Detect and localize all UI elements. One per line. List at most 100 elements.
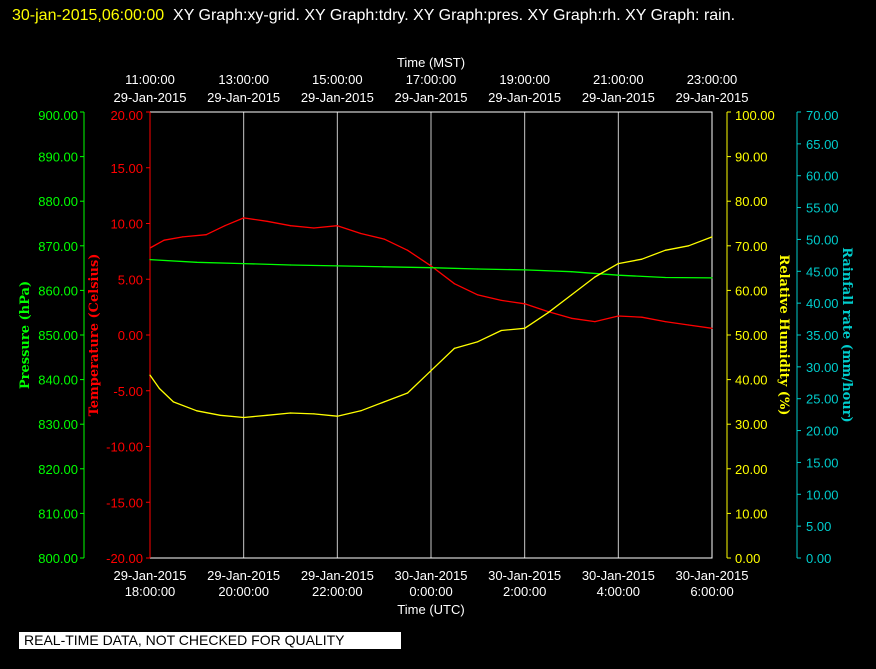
temperature-tick-label: 20.00 — [110, 108, 143, 123]
humidity-data-point — [641, 258, 643, 260]
x-top-tick-time: 15:00:00 — [312, 72, 363, 87]
pressure-axis-title: Pressure (hPa) — [18, 281, 33, 389]
rain-tick-label: 60.00 — [806, 169, 839, 184]
humidity-data-point — [617, 263, 619, 265]
humidity-tick-label: 80.00 — [735, 194, 768, 209]
humidity-data-point — [664, 249, 666, 251]
humidity-data-point — [477, 341, 479, 343]
humidity-data-point — [524, 327, 526, 329]
pressure-data-point — [477, 268, 479, 270]
temperature-data-point — [289, 225, 292, 227]
humidity-data-point — [313, 413, 315, 415]
grid-lines — [149, 112, 713, 558]
x-bottom-tick-time: 0:00:00 — [409, 584, 452, 599]
pressure-tick-label: 800.00 — [38, 551, 78, 566]
temperature-tick-label: -15.00 — [106, 495, 143, 510]
temperature-data-point — [383, 238, 385, 240]
x-top-tick-date: 29-Jan-2015 — [676, 90, 749, 105]
temperature-data-point — [182, 236, 184, 238]
pressure-tick-label: 850.00 — [38, 328, 78, 343]
x-bottom-tick-time: 6:00:00 — [690, 584, 733, 599]
pressure-data-point — [711, 277, 713, 279]
humidity-data-point — [570, 294, 573, 296]
x-bottom-title: Time (UTC) — [397, 602, 464, 617]
humidity-data-point — [266, 414, 268, 416]
temperature-data-point — [594, 321, 596, 323]
x-top-tick-time: 21:00:00 — [593, 72, 644, 87]
x-bottom-tick-time: 4:00:00 — [597, 584, 640, 599]
temperature-data-point — [313, 227, 315, 229]
humidity-data-point — [453, 347, 455, 349]
temperature-data-point — [163, 239, 165, 241]
humidity-tick-label: 50.00 — [735, 328, 768, 343]
pressure-data-point — [617, 274, 619, 276]
x-bottom-tick-time: 18:00:00 — [125, 584, 176, 599]
humidity-data-point — [360, 410, 362, 412]
humidity-data-point — [243, 416, 245, 419]
pressure-tick-label: 900.00 — [38, 108, 78, 123]
pressure-data-point — [430, 267, 432, 269]
quality-notice: REAL-TIME DATA, NOT CHECKED FOR QUALITY — [19, 632, 401, 649]
x-bottom-tick-date: 29-Jan-2015 — [207, 568, 280, 583]
humidity-tick-label: 90.00 — [735, 150, 768, 165]
x-bottom-tick-date: 30-Jan-2015 — [395, 568, 468, 583]
pressure-data-point — [149, 259, 151, 261]
temperature-tick-label: 10.00 — [110, 217, 143, 232]
pressure-data-point — [664, 276, 666, 279]
x-bottom-tick-date: 30-Jan-2015 — [676, 568, 749, 583]
pressure-data-point — [570, 271, 573, 273]
pressure-data-point — [243, 263, 245, 265]
humidity-data-point — [289, 412, 292, 414]
temperature-data-point — [430, 265, 432, 267]
rain-tick-label: 65.00 — [806, 137, 839, 152]
x-bottom-tick-time: 22:00:00 — [312, 584, 363, 599]
temperature-axis-title: Temperature (Celsius) — [87, 254, 102, 417]
rain-tick-label: 10.00 — [806, 487, 839, 502]
x-top-tick-time: 19:00:00 — [499, 72, 550, 87]
pressure-tick-label: 810.00 — [38, 506, 78, 521]
x-top-tick-time: 23:00:00 — [687, 72, 738, 87]
temperature-data-point — [224, 225, 226, 227]
humidity-axis-title: Relative Humidity (%) — [776, 255, 791, 416]
temperature-tick-label: -10.00 — [106, 440, 143, 455]
temperature-tick-label: 5.00 — [118, 272, 143, 287]
rain-tick-label: 25.00 — [806, 392, 839, 407]
humidity-tick-label: 30.00 — [735, 417, 768, 432]
humidity-data-point — [547, 312, 549, 314]
rain-tick-label: 5.00 — [806, 519, 831, 534]
humidity-data-point — [196, 410, 198, 412]
chart-header: 30-jan-2015,06:00:00 XY Graph:xy-grid. X… — [12, 2, 862, 30]
timestamp: 30-jan-2015,06:00:00 — [12, 7, 165, 24]
rain-tick-label: 40.00 — [806, 296, 839, 311]
pressure-data-point — [383, 266, 385, 268]
humidity-data-point — [172, 401, 174, 403]
temperature-data-point — [688, 324, 690, 326]
humidity-tick-label: 70.00 — [735, 239, 768, 254]
rain-axis-title: Rainfall rate (mm/hour) — [839, 247, 854, 422]
pressure-data-point — [336, 265, 338, 267]
x-bottom-tick-date: 29-Jan-2015 — [301, 568, 374, 583]
pressure-tick-label: 860.00 — [38, 283, 78, 298]
humidity-tick-label: 10.00 — [735, 506, 768, 521]
x-bottom-tick-date: 29-Jan-2015 — [114, 568, 187, 583]
x-bottom-tick-date: 30-Jan-2015 — [582, 568, 655, 583]
temperature-data-point — [570, 317, 573, 319]
x-top-tick-date: 29-Jan-2015 — [395, 90, 468, 105]
temperature-data-point — [149, 247, 151, 249]
x-top-tick-date: 29-Jan-2015 — [488, 90, 561, 105]
temperature-series-line — [149, 217, 713, 329]
rain-tick-label: 70.00 — [806, 108, 839, 123]
rain-tick-label: 0.00 — [806, 551, 831, 566]
temperature-data-point — [641, 316, 643, 318]
temperature-data-point — [336, 225, 338, 227]
humidity-data-point — [407, 392, 409, 394]
rain-tick-label: 45.00 — [806, 264, 839, 279]
pressure-tick-label: 870.00 — [38, 239, 78, 254]
pressure-tick-label: 840.00 — [38, 373, 78, 388]
rain-tick-label: 30.00 — [806, 360, 839, 375]
humidity-data-point — [336, 415, 338, 417]
pressure-tick-label: 820.00 — [38, 462, 78, 477]
humidity-data-point — [688, 245, 690, 247]
humidity-data-point — [430, 370, 432, 372]
rain-tick-label: 20.00 — [806, 424, 839, 439]
